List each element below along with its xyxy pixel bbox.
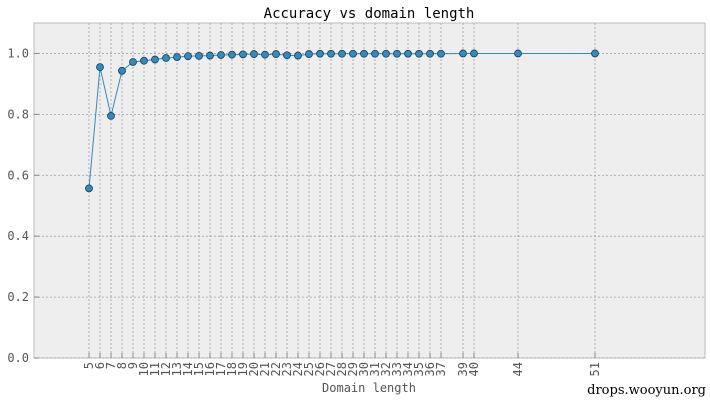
x-tick-label: 20 xyxy=(247,362,261,376)
data-point xyxy=(393,49,401,58)
data-point xyxy=(360,49,368,58)
data-point xyxy=(415,49,423,58)
x-tick-label: 44 xyxy=(511,362,525,376)
data-point xyxy=(173,53,181,62)
data-point xyxy=(206,51,214,60)
y-tick-label: 0.6 xyxy=(7,168,29,182)
x-tick-label: 21 xyxy=(258,362,272,376)
x-tick-label: 26 xyxy=(313,362,327,376)
x-tick-label: 51 xyxy=(588,362,602,376)
data-point xyxy=(349,49,357,58)
y-tick-label: 0.4 xyxy=(7,229,29,243)
data-point xyxy=(459,49,467,58)
data-point xyxy=(316,49,324,58)
x-tick-label: 7 xyxy=(104,362,118,369)
x-tick-label: 39 xyxy=(456,362,470,376)
x-tick-label: 27 xyxy=(324,362,338,376)
data-point xyxy=(228,50,236,59)
data-point xyxy=(272,50,280,58)
watermark: drops.wooyun.org xyxy=(587,383,706,398)
data-point xyxy=(184,52,192,61)
data-point xyxy=(107,111,115,120)
data-point xyxy=(470,49,478,58)
x-tick-label: 15 xyxy=(192,362,206,376)
x-tick-label: 12 xyxy=(159,362,173,376)
data-point xyxy=(129,58,137,66)
chart-title: Accuracy vs domain length xyxy=(264,6,475,22)
data-point xyxy=(382,49,390,58)
x-tick-label: 17 xyxy=(214,362,228,376)
data-point xyxy=(85,184,93,193)
data-point xyxy=(294,51,302,60)
series-layer xyxy=(85,49,599,193)
data-point xyxy=(140,56,148,65)
x-tick-label: 29 xyxy=(346,362,360,376)
x-tick-label: 36 xyxy=(423,362,437,376)
x-tick-label: 9 xyxy=(126,362,140,369)
data-point xyxy=(283,51,291,60)
data-point xyxy=(426,49,434,58)
x-tick-label: 8 xyxy=(115,362,129,369)
data-point xyxy=(217,51,225,59)
x-tick-label: 34 xyxy=(401,362,415,376)
data-point xyxy=(261,50,269,59)
y-tick-label: 0.0 xyxy=(7,351,29,365)
x-tick-label: 28 xyxy=(335,362,349,376)
y-tick-label: 0.2 xyxy=(7,290,29,304)
x-tick-label: 32 xyxy=(379,362,393,376)
x-axis-ticks: 5678910111213141516171819202122232425262… xyxy=(82,353,602,376)
x-tick-label: 22 xyxy=(269,362,283,376)
x-tick-label: 23 xyxy=(280,362,294,376)
data-point xyxy=(96,63,104,72)
data-point xyxy=(591,49,599,58)
x-tick-label: 35 xyxy=(412,362,426,376)
x-axis-label: Domain length xyxy=(322,381,416,395)
data-point xyxy=(437,49,445,58)
x-tick-label: 30 xyxy=(357,362,371,376)
x-tick-label: 19 xyxy=(236,362,250,376)
x-tick-label: 10 xyxy=(137,362,151,376)
y-axis-ticks: 0.0 0.2 0.4 0.6 0.8 1.0 xyxy=(7,46,39,365)
x-tick-label: 18 xyxy=(225,362,239,376)
data-point xyxy=(195,51,203,60)
x-tick-label: 33 xyxy=(390,362,404,376)
data-point xyxy=(305,50,313,58)
data-point xyxy=(250,50,258,58)
x-tick-label: 37 xyxy=(434,362,448,376)
y-tick-label: 1.0 xyxy=(7,46,29,60)
data-point xyxy=(327,49,335,58)
x-tick-label: 14 xyxy=(181,362,195,376)
x-tick-label: 31 xyxy=(368,362,382,376)
data-point xyxy=(118,66,126,75)
data-point xyxy=(162,54,170,62)
x-tick-label: 13 xyxy=(170,362,184,376)
x-tick-label: 16 xyxy=(203,362,217,376)
x-tick-label: 24 xyxy=(291,362,305,376)
x-tick-label: 5 xyxy=(82,362,96,369)
data-point xyxy=(151,55,159,64)
x-tick-label: 6 xyxy=(93,362,107,369)
data-point xyxy=(338,49,346,58)
data-point xyxy=(514,49,522,58)
x-tick-label: 25 xyxy=(302,362,316,376)
plot-background xyxy=(33,22,706,359)
data-point xyxy=(239,50,247,59)
x-tick-label: 40 xyxy=(467,362,481,376)
data-point xyxy=(371,49,379,58)
y-tick-label: 0.8 xyxy=(7,107,29,121)
x-tick-label: 11 xyxy=(148,362,162,376)
data-point xyxy=(404,49,412,58)
